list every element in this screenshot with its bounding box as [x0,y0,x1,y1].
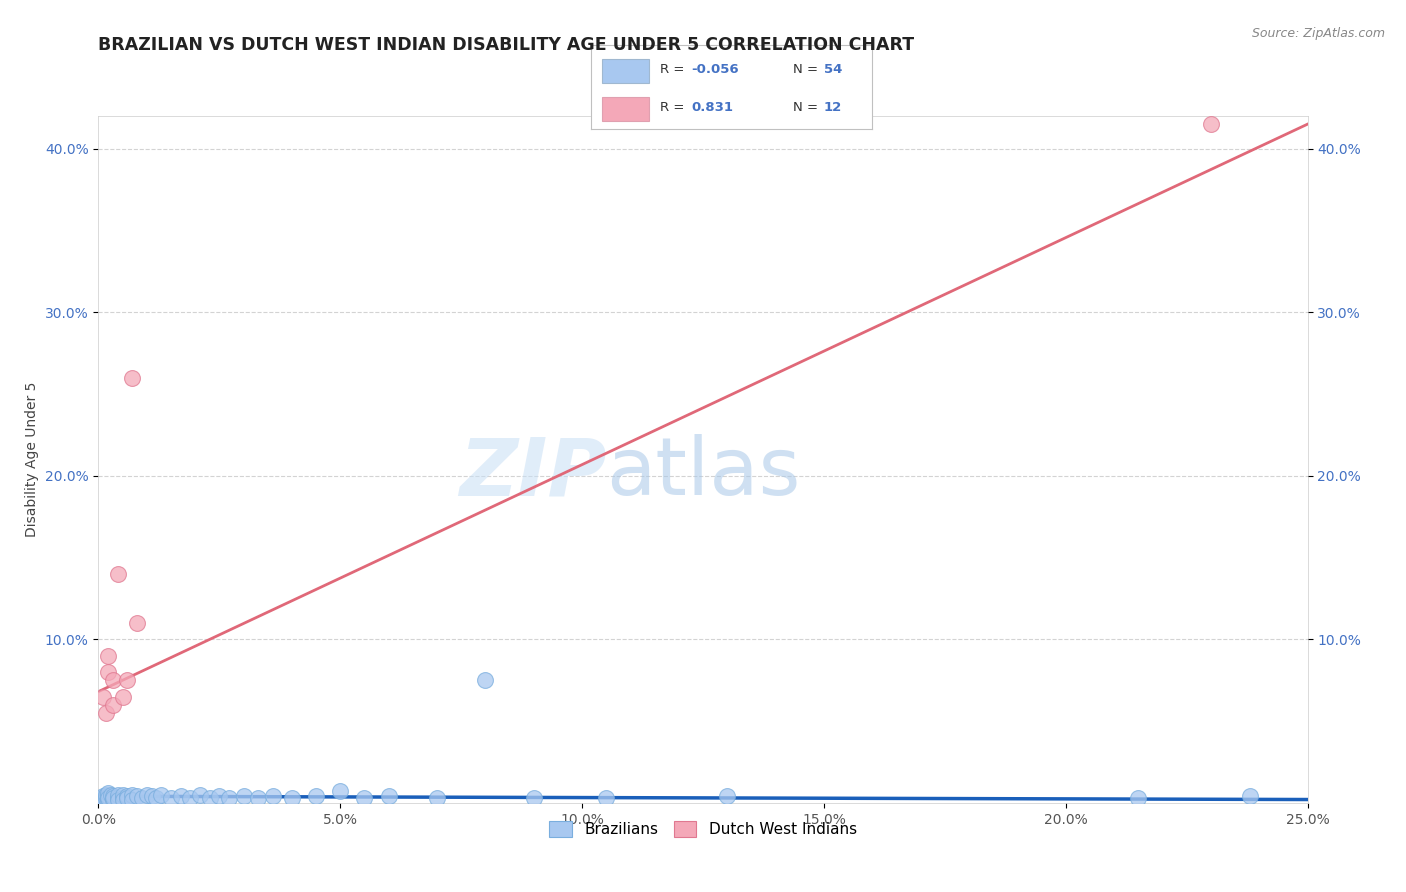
Point [97,789,120,804]
Point [107,792,129,806]
Point [107,791,129,805]
Point [523,791,546,805]
Point [97,792,120,806]
Point [117,789,139,804]
Text: BRAZILIAN VS DUTCH WEST INDIAN DISABILITY AGE UNDER 5 CORRELATION CHART: BRAZILIAN VS DUTCH WEST INDIAN DISABILIT… [98,36,914,54]
Point [377,789,399,804]
Legend: Brazilians, Dutch West Indians: Brazilians, Dutch West Indians [543,815,863,843]
Point [101,791,124,805]
Point [1239,789,1261,804]
Point [91,690,114,704]
Point [91,792,114,806]
Point [101,673,124,688]
Point [716,789,738,804]
Point [97,786,120,800]
Point [141,789,163,804]
Point [111,791,134,805]
Point [305,789,328,804]
FancyBboxPatch shape [602,59,650,83]
Text: -0.056: -0.056 [692,62,738,76]
Point [218,791,240,805]
Y-axis label: Disability Age Under 5: Disability Age Under 5 [25,382,39,537]
Point [97,648,120,663]
Point [329,784,352,798]
Text: N =: N = [793,101,823,114]
Point [262,789,284,804]
Point [94,706,117,720]
Point [121,792,143,806]
Point [121,370,143,384]
Point [131,791,153,805]
Text: atlas: atlas [606,434,800,512]
Point [179,791,201,805]
Point [111,690,134,704]
Point [127,789,149,804]
Point [111,792,134,806]
Point [107,788,129,802]
Point [247,791,270,805]
Point [107,566,129,581]
Point [595,791,617,805]
Text: ZIP: ZIP [458,434,606,512]
Point [232,789,254,804]
Point [94,791,117,805]
Point [426,791,449,805]
Point [101,698,124,712]
FancyBboxPatch shape [602,97,650,120]
Point [160,791,183,805]
Point [89,792,111,806]
Point [94,788,117,802]
Point [188,788,211,802]
Point [111,788,134,802]
Text: 0.831: 0.831 [692,101,733,114]
Text: R =: R = [661,62,689,76]
Text: Source: ZipAtlas.com: Source: ZipAtlas.com [1251,27,1385,40]
Text: 12: 12 [824,101,842,114]
Point [101,792,124,806]
Point [117,791,139,805]
Point [353,791,375,805]
Point [135,788,157,802]
Point [208,789,231,804]
Point [117,673,139,688]
Point [91,789,114,804]
Point [1199,117,1222,131]
Point [127,615,149,630]
Text: R =: R = [661,101,689,114]
Point [90,794,112,808]
Text: 54: 54 [824,62,842,76]
Point [97,665,120,679]
Point [281,791,304,805]
Text: N =: N = [793,62,823,76]
Point [150,788,173,802]
Point [474,673,496,688]
Point [97,791,120,805]
Point [145,791,167,805]
Point [101,789,124,804]
Point [93,794,115,808]
Point [198,791,221,805]
Point [169,789,191,804]
Point [100,788,122,802]
Point [90,791,112,805]
Point [121,788,143,802]
Point [1128,791,1150,805]
